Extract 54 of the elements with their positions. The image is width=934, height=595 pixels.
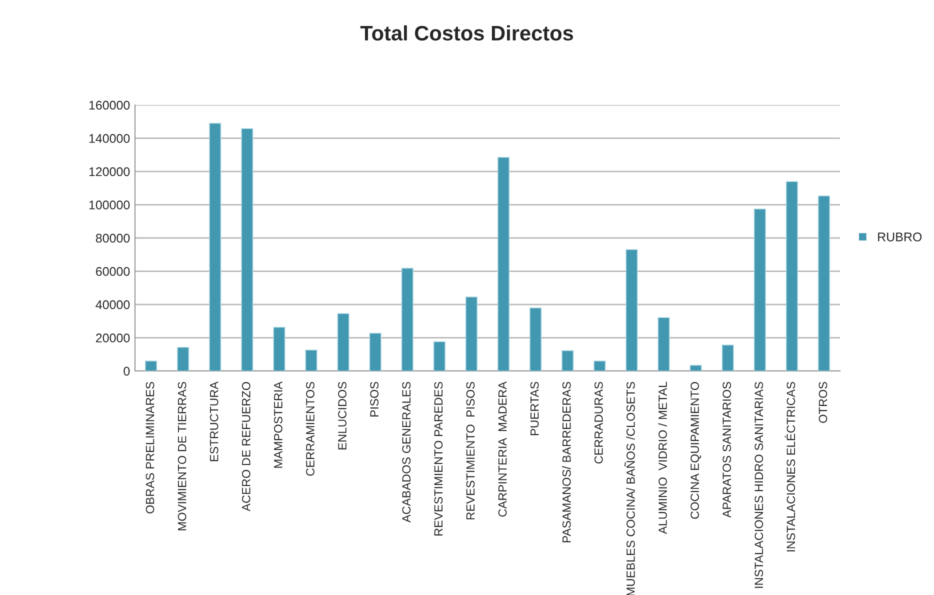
x-tick-label: COCINA EQUIPAMIENTO: [690, 382, 702, 519]
y-tick-label: 60000: [96, 267, 130, 276]
legend-label: RUBRO: [878, 232, 922, 242]
x-tick-label: CERRADURAS: [594, 382, 603, 464]
x-tick-label: ACERO DE REFUERZO: [242, 382, 250, 512]
bar: [273, 326, 286, 371]
bar: [754, 208, 766, 371]
x-tick-label: MAMPOSTERIA: [274, 381, 282, 468]
bar: [241, 128, 254, 371]
x-tick-label: CARPINTERIA MADERA: [498, 381, 507, 517]
y-tick-label: 100000: [89, 200, 130, 210]
y-tick-label: 120000: [89, 167, 130, 176]
x-tick-label: ENLUCIDOS: [338, 382, 346, 450]
y-tick-label: 140000: [89, 134, 130, 143]
bar: [690, 364, 702, 371]
bar: [177, 346, 190, 371]
x-tick-label: ESTRUCTURA: [210, 381, 218, 462]
chart-title: Total Costos Directos: [360, 25, 574, 41]
bar: [305, 350, 318, 371]
bar: [626, 249, 638, 371]
x-tick-label: REVESTIMIENTO PISOS: [466, 382, 475, 520]
bar: [433, 341, 446, 371]
x-tick-label: PISOS: [370, 382, 379, 417]
y-tick-label: 0: [124, 366, 130, 376]
bar: [465, 296, 478, 371]
bar: [818, 196, 830, 371]
bar: [658, 317, 670, 371]
y-tick-label: 80000: [96, 234, 130, 243]
x-tick-label: OTROS: [818, 382, 828, 423]
x-tick-label: MOVIMIENTO DE TIERRAS: [178, 382, 186, 530]
bar: [594, 360, 606, 371]
x-tick-label: APARATOS SANITARIOS: [722, 382, 732, 518]
x-tick-label: PASAMANOS/ BARREDERAS: [562, 382, 571, 542]
bar: [337, 313, 350, 371]
x-tick-label: ALUMINIO VIDRIO / METAL: [658, 382, 667, 534]
x-tick-label: REVESTIMIENTO PAREDES: [434, 382, 443, 536]
x-tick-label: CERRAMIENTOS: [306, 382, 314, 476]
x-tick-label: INSTALACIONES ELÉCTRICAS: [784, 382, 796, 552]
x-tick-label: PUERTAS: [530, 382, 539, 436]
bar: [786, 181, 798, 371]
bar: [401, 268, 414, 371]
bar: [144, 360, 158, 371]
bar: [209, 122, 222, 371]
y-tick-label: 20000: [96, 334, 130, 342]
bar: [562, 350, 574, 371]
x-tick-label: OBRAS PRELIMINARES: [146, 382, 154, 514]
bar: [530, 308, 542, 371]
y-tick-label: 40000: [96, 300, 130, 310]
x-tick-label: ACABADOS GENERALES: [402, 382, 411, 522]
bar: [369, 332, 382, 371]
bar: [497, 156, 510, 371]
bar: [722, 344, 734, 371]
y-tick-label: 160000: [89, 100, 130, 110]
x-tick-label: INSTALACIONES HIDRO SANITARIAS: [754, 382, 764, 588]
